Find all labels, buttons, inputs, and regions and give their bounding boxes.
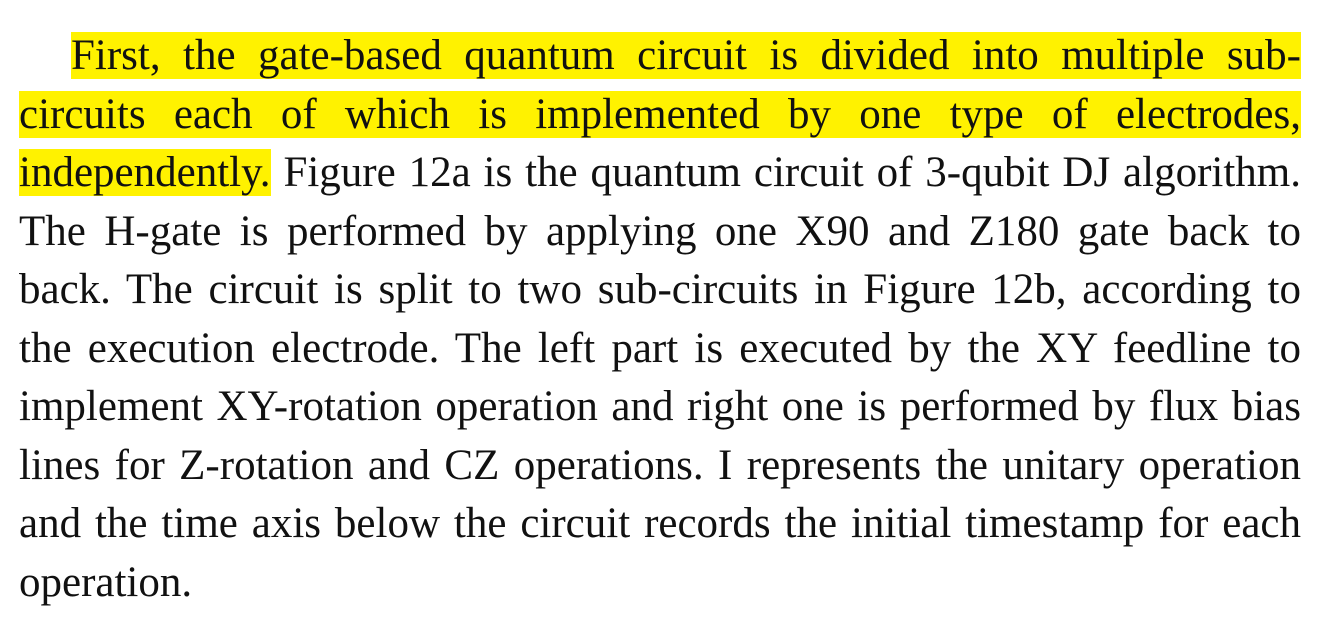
- paragraph-text: Figure 12a is the quantum circuit of 3-q…: [19, 149, 1301, 606]
- body-paragraph: First, the gate-based quantum circuit is…: [19, 27, 1301, 612]
- document-page: First, the gate-based quantum circuit is…: [19, 27, 1301, 612]
